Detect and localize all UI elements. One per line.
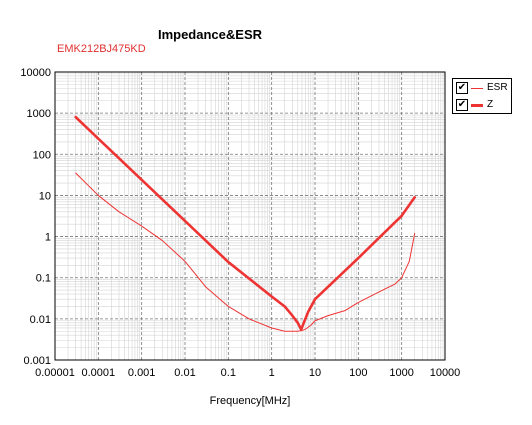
x-tick-label: 10000 xyxy=(430,367,461,379)
series-line-z xyxy=(74,115,417,331)
x-tick-label: 0.001 xyxy=(128,367,156,379)
y-tick-label: 0.01 xyxy=(30,314,51,326)
x-tick-label: 10 xyxy=(309,367,321,379)
x-axis-ticks: 0.00001 0.0001 0.001 0.01 0.1 1 10 100 1000 10000 xyxy=(35,367,460,379)
x-tick-label: 100 xyxy=(349,367,367,379)
y-tick-label: 0.001 xyxy=(23,355,51,367)
legend-esr-label: ESR xyxy=(487,82,508,93)
x-tick-label: 0.1 xyxy=(221,367,236,379)
x-tick-label: 0.00001 xyxy=(35,367,75,379)
y-axis-ticks: 10000 1000 100 10 1 0.1 0.01 0.001 xyxy=(20,67,51,367)
x-tick-label: 0.0001 xyxy=(82,367,116,379)
x-tick-label: 1 xyxy=(269,367,275,379)
legend: ✔ ESR ✔ Z xyxy=(452,78,512,114)
legend-item-esr[interactable]: ✔ ESR xyxy=(453,81,511,96)
legend-z-swatch xyxy=(471,104,483,107)
series-layer xyxy=(74,115,417,332)
legend-z-checkbox[interactable]: ✔ xyxy=(456,99,468,111)
y-tick-label: 1 xyxy=(45,232,51,244)
y-tick-label: 1000 xyxy=(27,108,51,120)
x-tick-label: 0.01 xyxy=(174,367,195,379)
x-axis-label: Frequency[MHz] xyxy=(209,395,291,407)
series-line-esr xyxy=(75,172,416,332)
chart-title: Impedance&ESR xyxy=(157,27,263,42)
legend-z-label: Z xyxy=(487,99,494,110)
y-tick-label: 100 xyxy=(33,149,51,161)
x-tick-label: 1000 xyxy=(389,367,413,379)
minor-grid xyxy=(55,72,445,360)
chart-subtitle: EMK212BJ475KD xyxy=(57,43,146,55)
legend-item-z[interactable]: ✔ Z xyxy=(453,98,511,113)
y-tick-label: 0.1 xyxy=(36,273,51,285)
y-tick-label: 10000 xyxy=(20,67,51,79)
y-tick-label: 10 xyxy=(39,190,51,202)
legend-esr-checkbox[interactable]: ✔ xyxy=(456,82,468,94)
plot-frame xyxy=(54,71,446,361)
legend-esr-swatch xyxy=(471,88,483,89)
